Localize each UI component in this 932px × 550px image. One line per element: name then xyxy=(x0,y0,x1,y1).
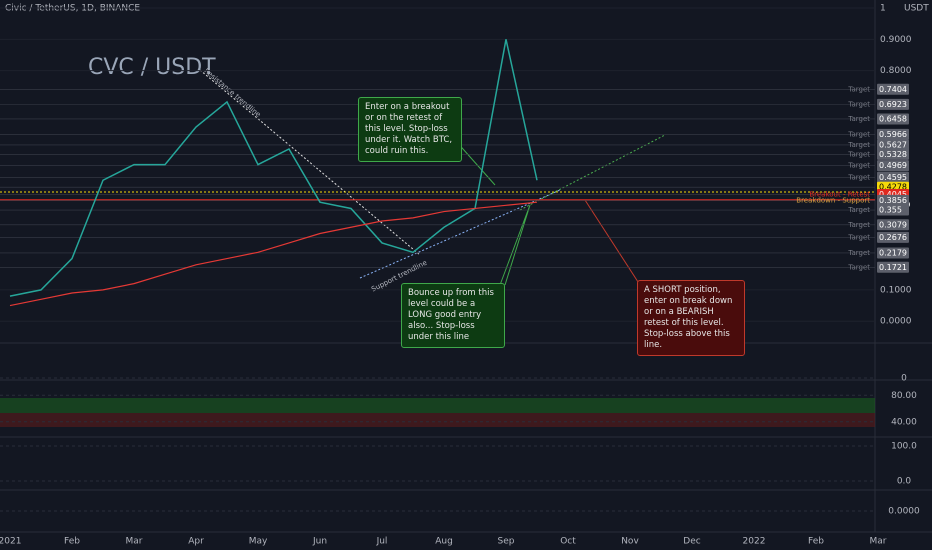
support-trendline xyxy=(359,189,561,279)
level-box xyxy=(877,83,909,95)
rsi-upper-band xyxy=(0,398,875,413)
level-text: Target xyxy=(847,141,870,149)
level-value: 0.3856 xyxy=(879,196,907,205)
x-tick-label: Mar xyxy=(870,537,887,547)
level-box xyxy=(877,247,909,259)
level-value: 0.4969 xyxy=(879,161,907,170)
level-box xyxy=(877,148,909,160)
level-box xyxy=(877,139,909,151)
level-text: Target xyxy=(847,162,870,170)
level-value: 0.355 xyxy=(879,206,902,215)
x-tick-label: Dec xyxy=(683,537,700,547)
level-box xyxy=(877,128,909,140)
x-tick-label: May xyxy=(249,537,268,547)
pane-tick-label: 0 xyxy=(901,374,907,384)
price-line xyxy=(9,201,538,307)
level-value: 0.2179 xyxy=(879,248,907,257)
level-text: Breakout - Retest xyxy=(809,191,870,199)
pane-tick-label: 40.00 xyxy=(891,417,917,427)
level-value: 0.1721 xyxy=(879,263,907,272)
y-tick-label: 0.9000 xyxy=(880,35,912,45)
level-value: 0.5966 xyxy=(879,130,907,139)
level-text: Target xyxy=(847,206,870,214)
annotation: Bounce up from this level could be a LON… xyxy=(401,283,505,348)
currency: USDT xyxy=(904,4,929,14)
x-tick-label: Oct xyxy=(560,537,576,547)
pane-tick-label: 0.0 xyxy=(897,477,912,487)
pane-tick-label: 80.00 xyxy=(891,391,917,401)
x-tick-label: Jul xyxy=(376,537,388,547)
level-value: 0.4045 xyxy=(879,190,907,199)
annotation: A SHORT position, enter on break down or… xyxy=(637,280,745,356)
x-tick-label: 2021 xyxy=(0,537,21,547)
level-box xyxy=(877,98,909,110)
level-value: 0.6923 xyxy=(879,100,907,109)
level-box xyxy=(877,261,909,273)
x-tick-label: Apr xyxy=(188,537,204,547)
level-value: 0.7404 xyxy=(879,85,907,94)
level-text: Target xyxy=(847,249,870,257)
level-box xyxy=(877,113,909,125)
level-box xyxy=(877,204,909,216)
green-trendline xyxy=(519,134,666,211)
level-box xyxy=(877,171,909,183)
x-tick-label: Sep xyxy=(498,537,515,547)
y-tick-label: 0.1000 xyxy=(880,285,912,295)
level-text: Target xyxy=(847,173,870,181)
level-text: Target xyxy=(847,150,870,158)
level-text: Target xyxy=(847,233,870,241)
level-box xyxy=(877,194,909,206)
pane-tick-label: 100.0 xyxy=(891,442,917,452)
level-box xyxy=(877,231,909,243)
callout xyxy=(499,204,531,286)
y-tick-label: 0.8000 xyxy=(880,66,912,76)
rsi-lower-band xyxy=(0,413,875,427)
level-value: 0.3079 xyxy=(879,220,907,229)
level-value: 0.4595 xyxy=(879,173,907,182)
level-text: Target xyxy=(847,130,870,138)
level-value: 0.4278 xyxy=(879,183,907,192)
x-tick-label: Feb xyxy=(808,537,824,547)
level-text: Breakdown - Support xyxy=(796,196,870,204)
y-tick-label: 1 xyxy=(880,4,886,14)
level-box xyxy=(877,160,909,172)
y-tick-label: 0.0000 xyxy=(880,317,912,327)
level-box xyxy=(877,219,909,231)
watermark: CVC / USDT xyxy=(88,55,216,80)
level-text: Target xyxy=(847,85,870,93)
x-tick-label: Jun xyxy=(312,537,327,547)
level-text: Target xyxy=(847,115,870,123)
x-tick-label: Mar xyxy=(126,537,143,547)
x-tick-label: Aug xyxy=(435,537,453,547)
price-line xyxy=(9,39,538,297)
level-value: 0.6458 xyxy=(879,114,907,123)
x-tick-label: 2022 xyxy=(743,537,766,547)
level-text: Target xyxy=(847,221,870,229)
level-value: 0.2676 xyxy=(879,233,907,242)
x-tick-label: Feb xyxy=(64,537,80,547)
annotation: Enter on a breakout or on the retest of … xyxy=(358,97,462,162)
level-value: 0.5328 xyxy=(879,150,907,159)
level-text: Target xyxy=(847,263,870,271)
x-tick-label: Nov xyxy=(621,537,639,547)
level-text: Target xyxy=(847,100,870,108)
pane-tick-label: 0.0000 xyxy=(888,507,920,517)
level-value: 0.5627 xyxy=(879,140,907,149)
callout xyxy=(584,199,641,286)
